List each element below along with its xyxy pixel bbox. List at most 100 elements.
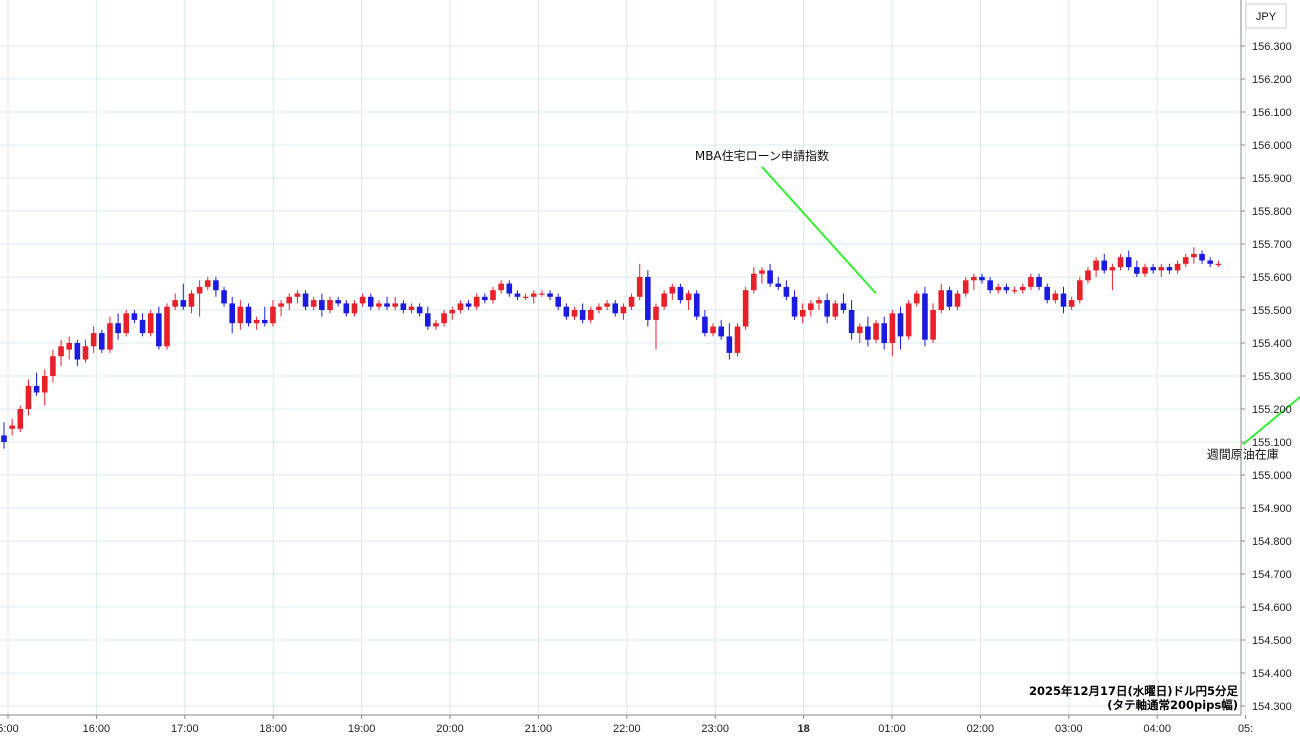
- candle-up: [1085, 270, 1091, 281]
- candle-up: [490, 290, 496, 301]
- candle-up: [1191, 253, 1197, 258]
- candle-up: [889, 313, 896, 343]
- candle-up: [873, 323, 879, 340]
- x-tick-label: 04:00: [1143, 723, 1171, 735]
- candle-down: [824, 300, 830, 317]
- candle-down: [335, 300, 341, 304]
- currency-box[interactable]: [1245, 3, 1287, 29]
- candle-down: [547, 293, 553, 297]
- candle-up: [408, 306, 415, 310]
- candle-down: [221, 290, 227, 304]
- candle-up: [286, 296, 293, 304]
- candle-down: [33, 385, 40, 393]
- candle-down: [783, 286, 790, 297]
- candles: [1, 247, 1222, 449]
- y-axis-ticks: 156.300 156.200 156.100 156.000 155.900 155.8…: [1241, 41, 1292, 713]
- x-tick-label: 20:00: [436, 723, 464, 735]
- y-tick-label: 155.000: [1252, 470, 1292, 482]
- candle-up: [661, 293, 667, 307]
- candle-up: [604, 303, 610, 307]
- candle-down: [367, 296, 374, 307]
- candle-up: [473, 296, 480, 307]
- candle-down: [1003, 286, 1010, 291]
- candle-down: [775, 283, 782, 287]
- candle-down: [946, 290, 953, 307]
- candle-down: [693, 293, 700, 317]
- annotation-label: MBA住宅ローン申請指数: [695, 148, 829, 163]
- candle-down: [922, 293, 928, 340]
- candle-up: [832, 303, 839, 317]
- candle-down: [115, 323, 121, 334]
- candle-down: [425, 313, 431, 327]
- candle-up: [433, 323, 439, 327]
- candle-up: [1011, 290, 1018, 292]
- candle-up: [1019, 286, 1026, 291]
- annotation-line: [1242, 395, 1300, 446]
- candle-up: [530, 293, 537, 297]
- candle-down: [139, 319, 146, 334]
- x-tick-label: 05:: [1238, 723, 1253, 735]
- y-tick-label: 156.300: [1252, 41, 1292, 53]
- candle-down: [1, 435, 7, 442]
- x-tick-label: 18:00: [259, 723, 287, 735]
- candle-down: [99, 333, 105, 350]
- candle-down: [384, 303, 390, 307]
- candle-up: [539, 293, 545, 295]
- candle-up: [82, 346, 89, 360]
- candle-up: [17, 409, 24, 429]
- candle-up: [930, 310, 936, 340]
- candle-down: [180, 300, 187, 307]
- x-tick-label: 21:00: [525, 723, 553, 735]
- x-tick-label: 03:00: [1055, 723, 1083, 735]
- candle-up: [905, 303, 912, 337]
- currency-label: JPY: [1256, 11, 1277, 23]
- y-tick-label: 154.500: [1252, 635, 1292, 647]
- x-axis-ticks: 5:00 16:00 17:00 18:00 19:00 20:00 21:00 22:00 2…: [0, 715, 1253, 735]
- candle-up: [172, 300, 178, 307]
- candle-down: [262, 319, 268, 324]
- candle-down: [131, 313, 138, 320]
- candle-down: [881, 323, 887, 343]
- candle-up: [1052, 293, 1059, 301]
- candle-up: [938, 290, 945, 310]
- candle-up: [1182, 257, 1189, 264]
- candle-up: [351, 303, 358, 314]
- candle-up: [751, 273, 757, 291]
- candle-down: [1125, 257, 1132, 268]
- candle-down: [726, 336, 733, 353]
- x-tick-label: 17:00: [171, 723, 199, 735]
- candle-up: [653, 306, 659, 320]
- candle-up: [588, 310, 594, 320]
- candle-up: [734, 326, 741, 353]
- candle-up: [392, 303, 398, 307]
- candle-up: [123, 313, 130, 334]
- candle-up: [1215, 263, 1222, 265]
- y-tick-label: 155.600: [1252, 272, 1292, 284]
- x-tick-label: 18: [797, 723, 809, 735]
- candle-down: [156, 313, 162, 347]
- candle-up: [808, 303, 814, 310]
- candle-up: [628, 296, 635, 307]
- candle-up: [1077, 280, 1083, 301]
- footer-title: 2025年12月17日(水曜日)ドル円5分足: [1029, 684, 1239, 698]
- candle-down: [343, 303, 350, 314]
- candle-down: [482, 296, 488, 301]
- candle-up: [1117, 257, 1124, 268]
- candle-down: [74, 343, 81, 360]
- candle-up: [204, 280, 211, 287]
- y-tick-label: 155.700: [1252, 239, 1292, 251]
- candle-up: [742, 290, 749, 327]
- candle-up: [1093, 260, 1099, 271]
- candle-up: [90, 333, 97, 347]
- x-tick-label: 19:00: [348, 723, 376, 735]
- candle-down: [897, 313, 904, 337]
- candle-down: [791, 296, 798, 317]
- candle-down: [302, 293, 309, 307]
- candle-down: [319, 300, 325, 310]
- candle-down: [1134, 267, 1140, 274]
- candle-up: [962, 280, 969, 294]
- candle-down: [865, 326, 871, 340]
- candle-up: [449, 310, 456, 314]
